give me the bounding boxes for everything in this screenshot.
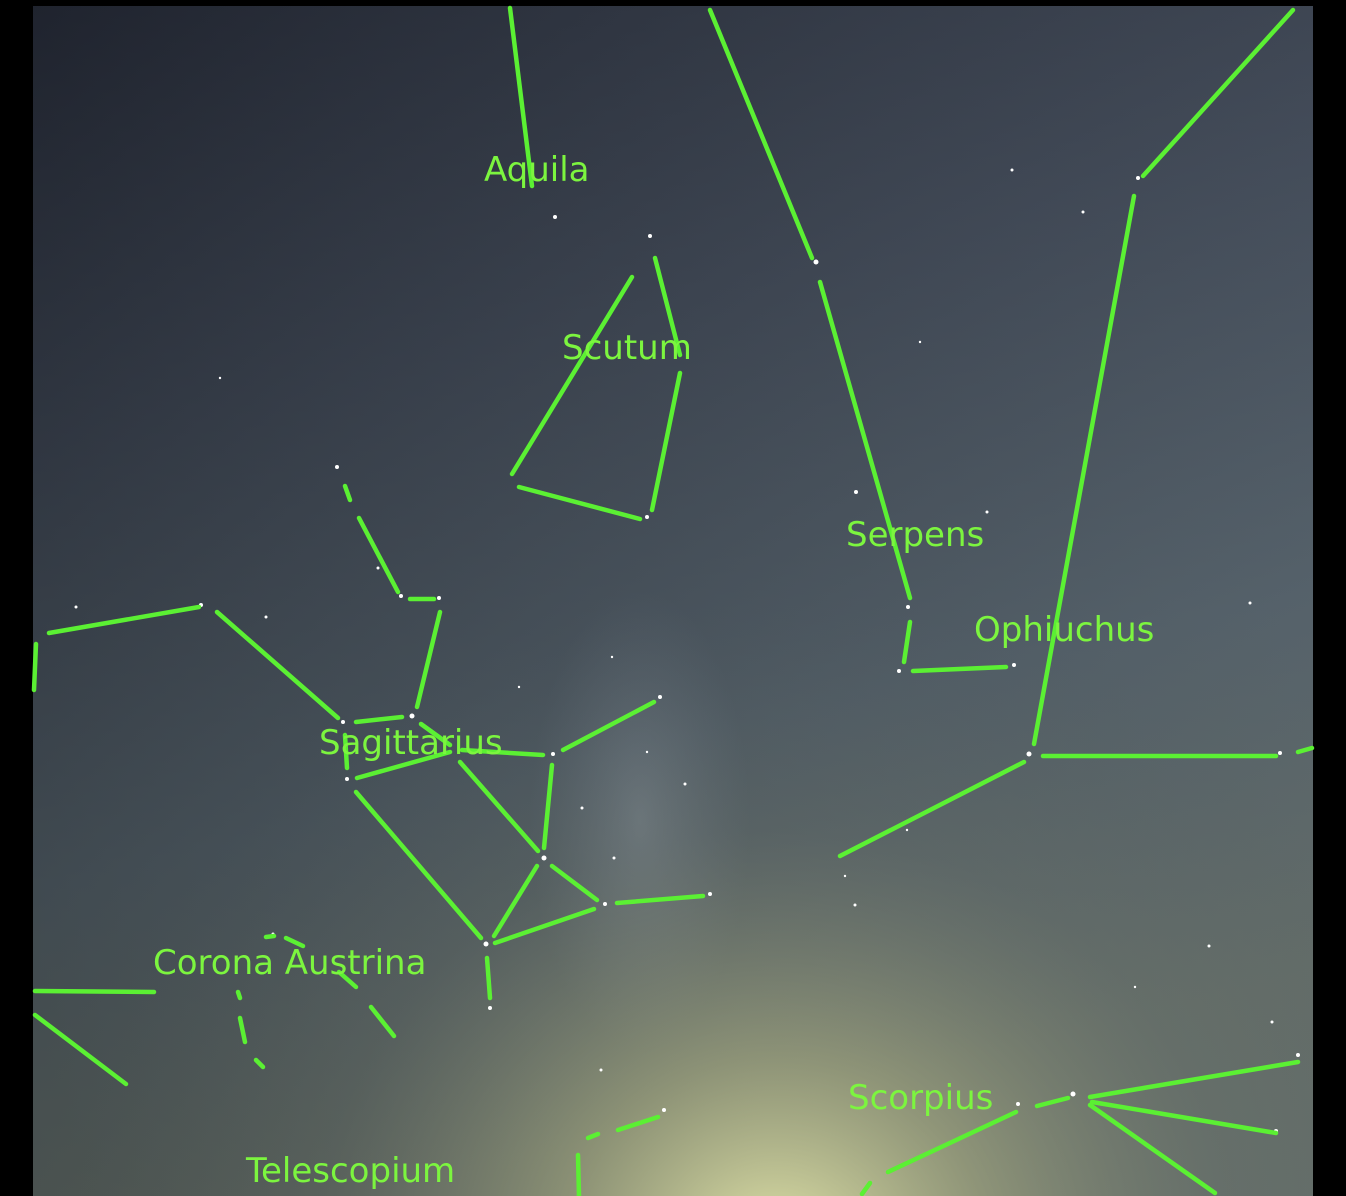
label-ophiuchus: Ophiuchus	[974, 610, 1154, 650]
label-scutum: Scutum	[562, 328, 692, 368]
horizon-glow	[33, 6, 1313, 1196]
label-scorpius: Scorpius	[848, 1078, 993, 1118]
label-aquila: Aquila	[484, 150, 590, 190]
sky-background	[33, 6, 1313, 1196]
label-telescopium: Telescopium	[245, 1151, 455, 1191]
constellation-lines	[31, 5, 1315, 1196]
label-serpens: Serpens	[846, 515, 984, 555]
label-sagittarius: Sagittarius	[319, 723, 503, 763]
stars	[74, 168, 1300, 1133]
label-corona-austrina: Corona Austrina	[153, 943, 426, 983]
constellation-labels: Aquila Scutum Serpens Ophiuchus Sagittar…	[153, 150, 1154, 1191]
